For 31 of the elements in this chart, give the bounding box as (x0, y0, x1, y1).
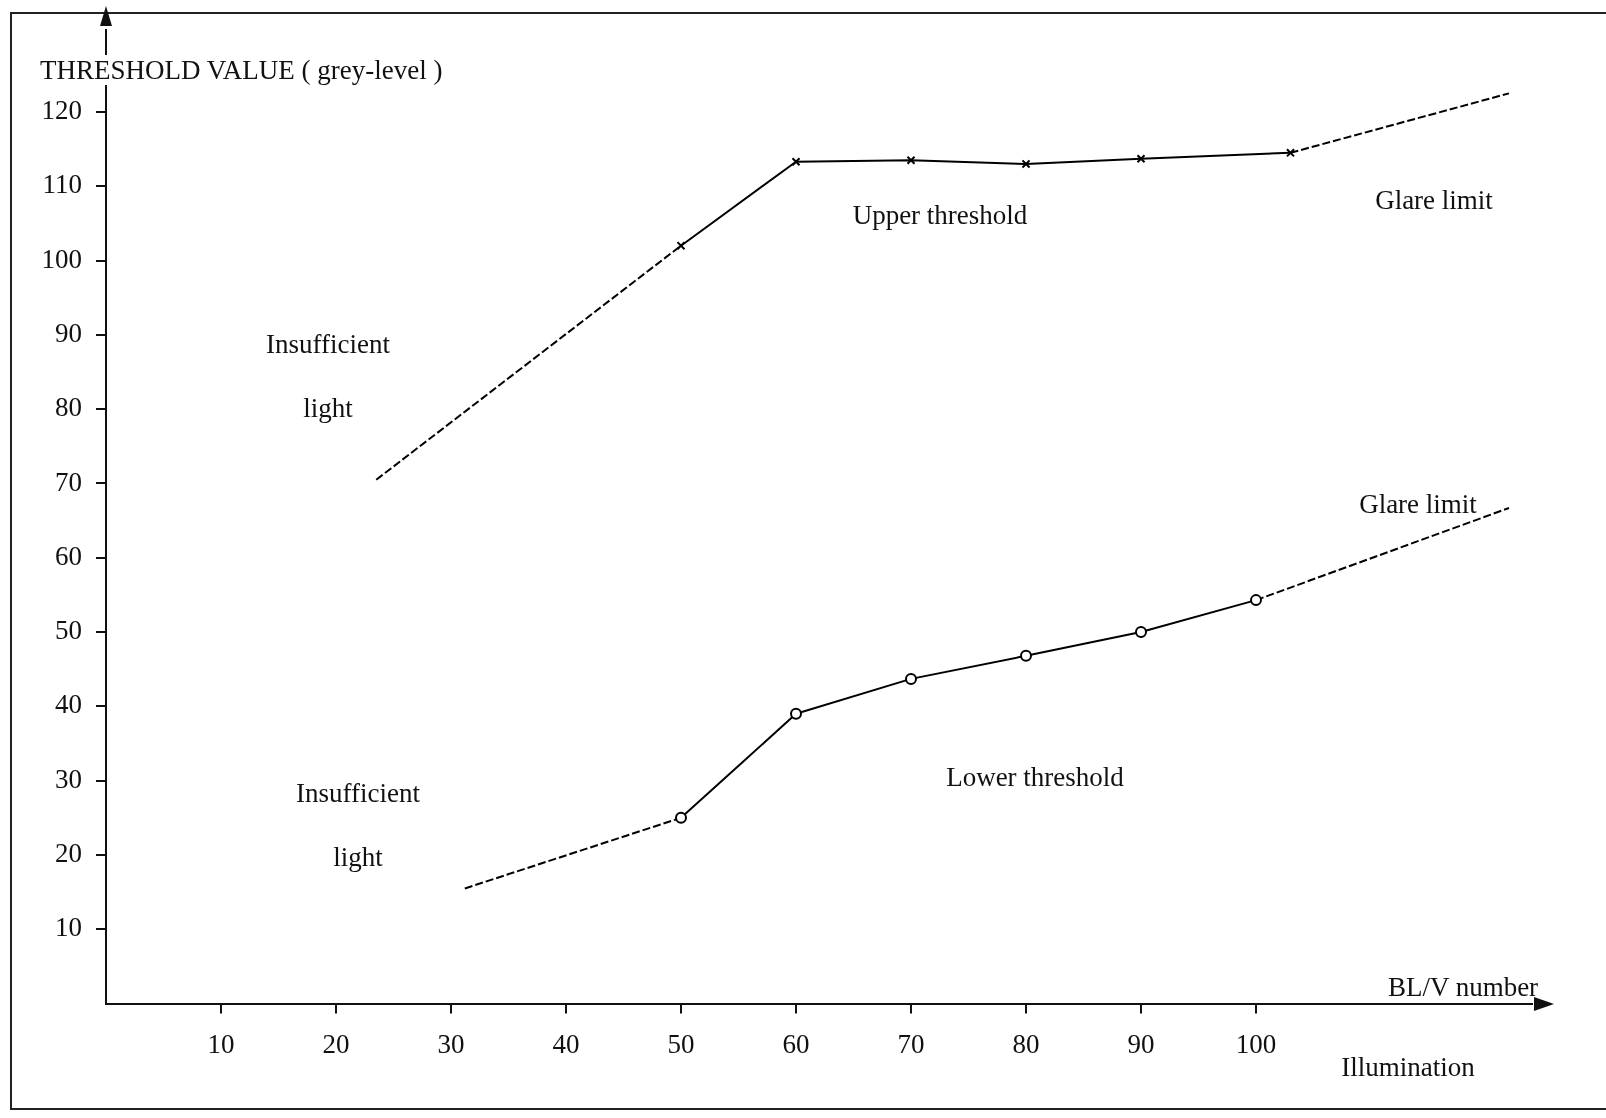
annotation: Lower threshold (946, 761, 1124, 794)
y-tick-label: 80 (55, 392, 82, 423)
x-tick-label: 40 (552, 1028, 580, 1059)
y-tick-label: 50 (55, 615, 82, 646)
annotation: Glare limit (1359, 488, 1477, 521)
y-tick-label: 30 (55, 763, 82, 794)
x-tick-label: 60 (782, 1028, 810, 1059)
x-tick-label: 90 (1127, 1028, 1155, 1059)
text: Insufficient light (266, 329, 390, 423)
text: Insufficient light (296, 778, 420, 872)
y-tick-label: 120 (41, 95, 82, 126)
x-tick-label: 50 (667, 1028, 695, 1059)
annotation: Upper threshold (852, 199, 1028, 232)
x-tick-label: 20 (322, 1028, 350, 1059)
y-tick-label: 70 (55, 466, 82, 497)
y-tick-label: 110 (42, 169, 82, 200)
y-tick-label: 40 (55, 689, 82, 720)
y-tick-label: 100 (41, 243, 82, 274)
annotation: Glare limit (1375, 184, 1493, 217)
y-tick-label: 90 (55, 317, 82, 348)
y-tick-label: 60 (55, 540, 82, 571)
x-tick-label: 100 (1235, 1028, 1277, 1059)
y-axis-title: THRESHOLD VALUE ( grey-level ) (40, 55, 443, 85)
annotation: BL/V number (1387, 971, 1539, 1004)
y-tick-label: 10 (55, 912, 82, 943)
x-tick-label: 70 (897, 1028, 925, 1059)
x-tick-label: 80 (1012, 1028, 1040, 1059)
x-tick-label: 10 (207, 1028, 235, 1059)
y-tick-label: 20 (55, 838, 82, 869)
x-tick-label: 30 (437, 1028, 465, 1059)
x-axis-title: Illumination (1341, 1051, 1475, 1084)
